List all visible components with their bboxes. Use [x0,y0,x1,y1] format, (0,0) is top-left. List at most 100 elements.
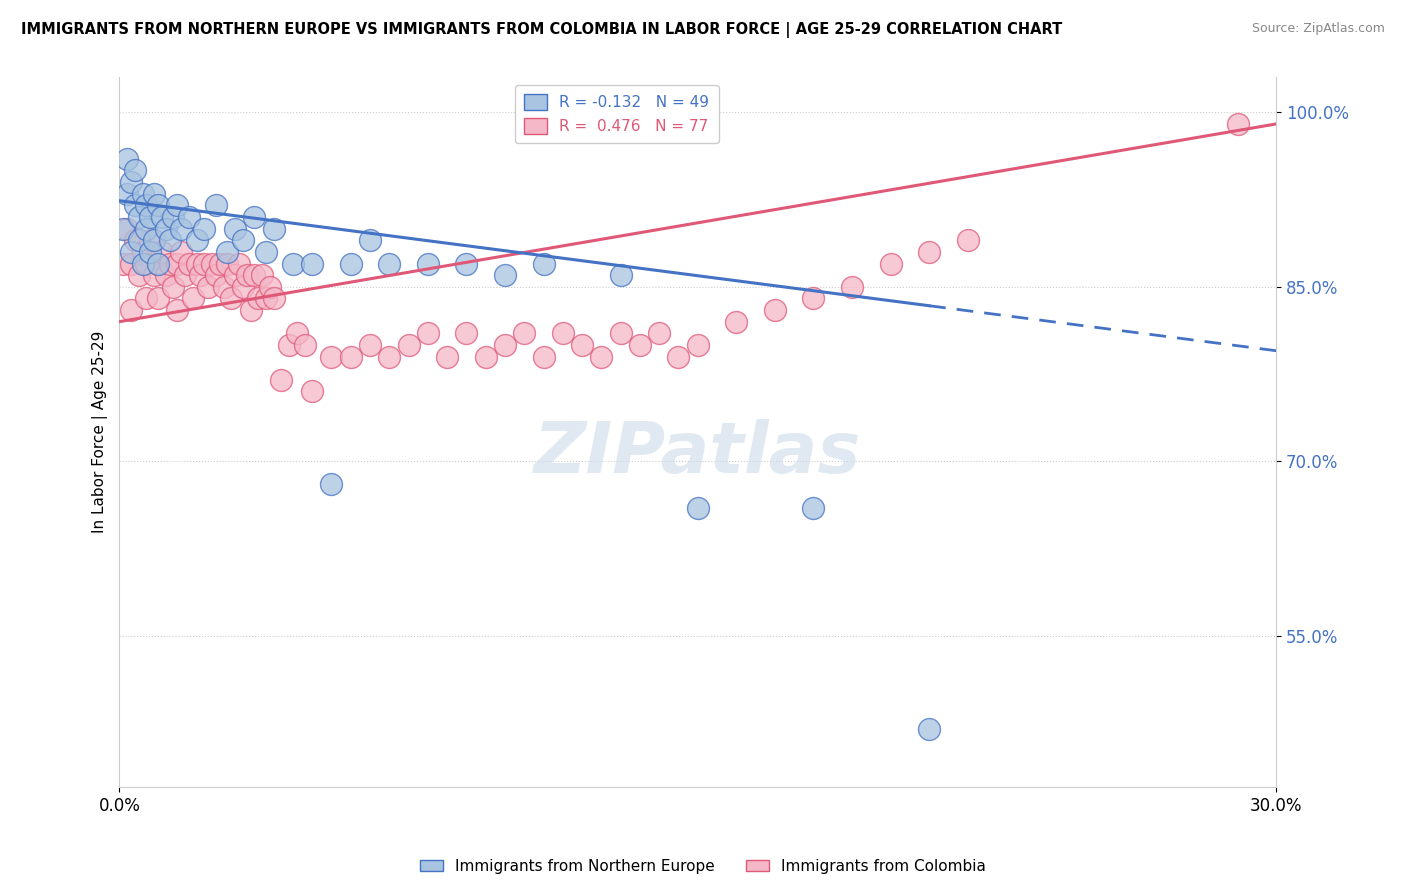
Text: Source: ZipAtlas.com: Source: ZipAtlas.com [1251,22,1385,36]
Point [201,256,224,270]
Point [763,303,786,318]
Point [243,210,266,224]
Point [1226,117,1249,131]
Point [416,256,439,270]
Point [725,315,748,329]
Point [803,500,825,515]
Point [139,233,162,247]
Point [668,350,690,364]
Point [135,292,157,306]
Point [879,256,901,270]
Y-axis label: In Labor Force | Age 25-29: In Labor Force | Age 25-29 [93,331,108,533]
Point [378,350,401,364]
Point [193,256,215,270]
Point [686,500,709,515]
Point [224,268,246,282]
Point [112,221,135,235]
Point [571,338,593,352]
Point [339,350,361,364]
Point [285,326,308,341]
Point [224,221,246,235]
Point [228,256,250,270]
Point [155,268,177,282]
Point [139,210,162,224]
Point [398,338,420,352]
Point [197,279,219,293]
Point [159,256,181,270]
Point [190,268,212,282]
Point [247,292,270,306]
Point [124,198,146,212]
Point [254,244,277,259]
Point [166,198,188,212]
Point [128,233,150,247]
Point [591,350,613,364]
Point [177,210,200,224]
Point [474,350,496,364]
Point [146,292,169,306]
Point [128,268,150,282]
Point [239,303,262,318]
Point [359,338,381,352]
Point [120,303,142,318]
Point [193,221,215,235]
Point [359,233,381,247]
Point [143,233,166,247]
Point [235,268,257,282]
Point [115,152,138,166]
Point [120,244,142,259]
Point [456,256,478,270]
Point [170,244,193,259]
Point [551,326,574,341]
Point [533,350,555,364]
Point [533,256,555,270]
Point [162,210,184,224]
Point [124,163,146,178]
Point [648,326,671,341]
Point [263,221,285,235]
Point [143,268,166,282]
Point [956,233,979,247]
Point [139,244,162,259]
Point [174,268,197,282]
Point [217,244,239,259]
Point [232,279,254,293]
Point [254,292,277,306]
Point [378,256,401,270]
Point [181,292,204,306]
Point [155,221,177,235]
Point [212,279,235,293]
Point [628,338,651,352]
Point [259,279,281,293]
Point [135,256,157,270]
Point [321,477,343,491]
Point [131,256,153,270]
Point [339,256,361,270]
Point [918,722,941,736]
Point [494,268,516,282]
Legend: R = -0.132   N = 49, R =  0.476   N = 77: R = -0.132 N = 49, R = 0.476 N = 77 [515,85,718,143]
Point [170,221,193,235]
Point [205,198,228,212]
Point [281,256,304,270]
Point [321,350,343,364]
Point [159,233,181,247]
Point [162,279,184,293]
Point [131,244,153,259]
Point [186,233,208,247]
Point [841,279,863,293]
Point [513,326,536,341]
Point [686,338,709,352]
Point [232,233,254,247]
Point [416,326,439,341]
Point [243,268,266,282]
Text: IMMIGRANTS FROM NORTHERN EUROPE VS IMMIGRANTS FROM COLOMBIA IN LABOR FORCE | AGE: IMMIGRANTS FROM NORTHERN EUROPE VS IMMIG… [21,22,1063,38]
Point [166,303,188,318]
Point [436,350,458,364]
Point [270,373,292,387]
Point [112,256,135,270]
Point [146,256,169,270]
Point [456,326,478,341]
Point [294,338,316,352]
Point [177,256,200,270]
